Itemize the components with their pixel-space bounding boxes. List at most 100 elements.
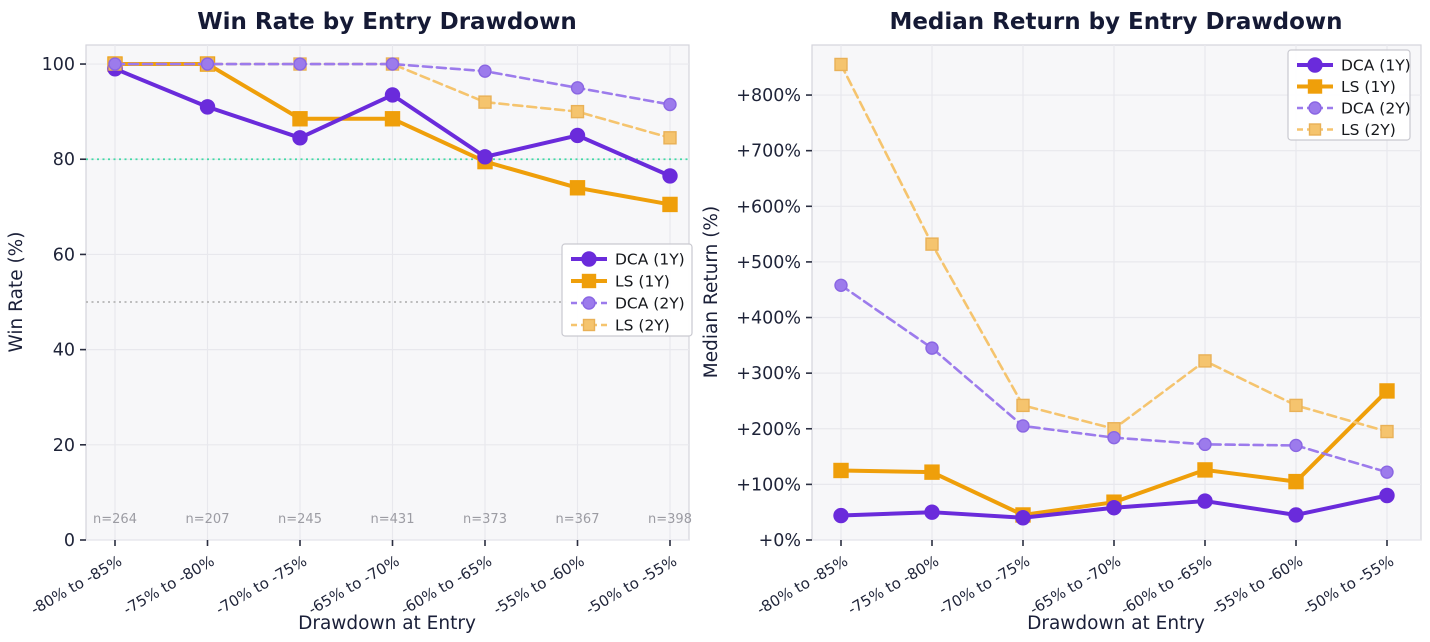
data-point-marker bbox=[833, 507, 849, 524]
x-axis-label: Drawdown at Entry bbox=[1027, 613, 1205, 634]
data-point-marker bbox=[1380, 424, 1394, 439]
data-point-marker bbox=[663, 97, 677, 112]
legend-box bbox=[561, 243, 693, 337]
series-dca-2y- bbox=[834, 278, 1394, 479]
data-point-marker bbox=[925, 237, 939, 251]
data-point-marker bbox=[1288, 507, 1304, 523]
data-point-marker bbox=[292, 111, 308, 127]
y-tick-label: +600% bbox=[736, 197, 801, 217]
y-tick-label: 80 bbox=[53, 150, 75, 170]
legend-item-label: DCA (2Y) bbox=[615, 295, 685, 313]
legend: DCA (1Y) LS (1Y) DCA (2Y) LS (2Y) bbox=[561, 243, 693, 337]
legend-swatch-marker bbox=[581, 273, 597, 289]
y-tick-label: +0% bbox=[759, 531, 801, 551]
legend-swatch-marker bbox=[582, 318, 596, 332]
median-return-chart: Median Return by Entry Drawdown Median R… bbox=[701, 9, 1422, 634]
legend-swatch-marker bbox=[1307, 57, 1323, 73]
data-point-marker bbox=[1016, 398, 1030, 413]
data-point-marker bbox=[384, 111, 401, 127]
data-point-marker bbox=[1288, 473, 1304, 490]
data-point-marker bbox=[924, 504, 940, 520]
y-tick-label: 0 bbox=[64, 531, 75, 551]
x-tick-label: -70% to -75% bbox=[213, 552, 310, 619]
x-tick-label: -80% to -85% bbox=[28, 552, 125, 619]
legend-swatch-marker bbox=[1308, 101, 1322, 115]
y-tick-label: 100 bbox=[42, 55, 75, 75]
sample-size-label: n=264 bbox=[93, 512, 137, 527]
y-tick-label: 20 bbox=[53, 436, 75, 456]
y-tick-label: +800% bbox=[736, 86, 801, 106]
data-point-marker bbox=[1379, 383, 1395, 399]
x-tick-label: -70% to -75% bbox=[936, 552, 1033, 619]
data-point-marker bbox=[1197, 493, 1213, 509]
legend-swatch-marker bbox=[1308, 123, 1322, 136]
legend-item-label: LS (2Y) bbox=[1341, 121, 1396, 139]
data-point-marker bbox=[385, 57, 400, 71]
x-tick-label: -55% to -60% bbox=[490, 552, 587, 619]
legend-swatch-marker bbox=[581, 251, 597, 267]
data-point-marker bbox=[662, 168, 678, 184]
data-point-marker bbox=[834, 57, 848, 72]
sample-size-label: n=373 bbox=[463, 512, 507, 527]
y-tick-label: +500% bbox=[736, 253, 801, 273]
legend-box bbox=[1287, 49, 1411, 141]
x-tick-label: -75% to -80% bbox=[120, 552, 217, 619]
data-point-marker bbox=[1016, 419, 1030, 433]
data-point-marker bbox=[292, 130, 308, 146]
data-point-marker bbox=[199, 99, 216, 115]
x-tick-label: -65% to -70% bbox=[1027, 552, 1124, 619]
y-axis-label: Win Rate (%) bbox=[6, 232, 27, 353]
x-tick-label: -50% to -55% bbox=[1300, 552, 1397, 619]
legend-item-label: DCA (1Y) bbox=[615, 251, 685, 269]
sample-size-label: n=245 bbox=[278, 512, 322, 527]
y-tick-label: +200% bbox=[736, 420, 801, 440]
data-point-marker bbox=[384, 87, 401, 103]
data-point-marker bbox=[1379, 487, 1395, 504]
data-point-marker bbox=[200, 57, 215, 71]
data-point-marker bbox=[1106, 500, 1122, 516]
data-point-marker bbox=[925, 341, 939, 355]
data-point-marker bbox=[663, 131, 677, 145]
sample-size-label: n=431 bbox=[371, 512, 415, 527]
x-tick-label: -60% to -65% bbox=[398, 552, 495, 619]
data-point-marker bbox=[1380, 465, 1394, 479]
legend-item-label: LS (1Y) bbox=[1341, 78, 1396, 96]
data-point-marker bbox=[570, 104, 585, 119]
sample-size-label: n=207 bbox=[186, 512, 230, 527]
data-point-marker bbox=[1015, 510, 1031, 526]
sample-size-label: n=398 bbox=[648, 512, 692, 527]
data-point-marker bbox=[478, 95, 492, 109]
chart-title: Win Rate by Entry Drawdown bbox=[197, 9, 576, 35]
data-point-marker bbox=[569, 127, 586, 144]
data-point-marker bbox=[1197, 462, 1213, 478]
data-point-marker bbox=[1289, 438, 1303, 453]
data-point-marker bbox=[108, 57, 122, 71]
legend-item-label: LS (1Y) bbox=[615, 273, 670, 291]
x-tick-label: -65% to -70% bbox=[305, 552, 402, 619]
data-point-marker bbox=[1198, 354, 1212, 368]
data-point-marker bbox=[569, 180, 586, 196]
legend-swatch-marker bbox=[582, 296, 596, 310]
data-point-marker bbox=[477, 149, 493, 165]
y-tick-label: +400% bbox=[736, 309, 801, 329]
legend-item-label: DCA (1Y) bbox=[1341, 57, 1411, 75]
data-point-marker bbox=[1289, 398, 1303, 413]
y-tick-label: +100% bbox=[736, 475, 801, 495]
chart-title: Median Return by Entry Drawdown bbox=[889, 9, 1342, 35]
x-tick-label: -50% to -55% bbox=[583, 552, 680, 619]
x-tick-label: -75% to -80% bbox=[845, 552, 942, 619]
data-point-marker bbox=[293, 57, 307, 71]
legend-swatch-marker bbox=[1307, 79, 1323, 94]
series-dca-2y- bbox=[108, 57, 677, 112]
x-tick-label: -80% to -85% bbox=[754, 552, 851, 619]
y-tick-label: +700% bbox=[736, 142, 801, 162]
data-point-marker bbox=[478, 64, 492, 78]
x-tick-label: -60% to -65% bbox=[1118, 552, 1215, 619]
data-point-marker bbox=[833, 462, 849, 479]
series-dca-1y- bbox=[107, 61, 678, 184]
legend-item-label: LS (2Y) bbox=[615, 317, 670, 335]
data-point-marker bbox=[570, 81, 585, 95]
x-tick-label: -55% to -60% bbox=[1209, 552, 1306, 619]
